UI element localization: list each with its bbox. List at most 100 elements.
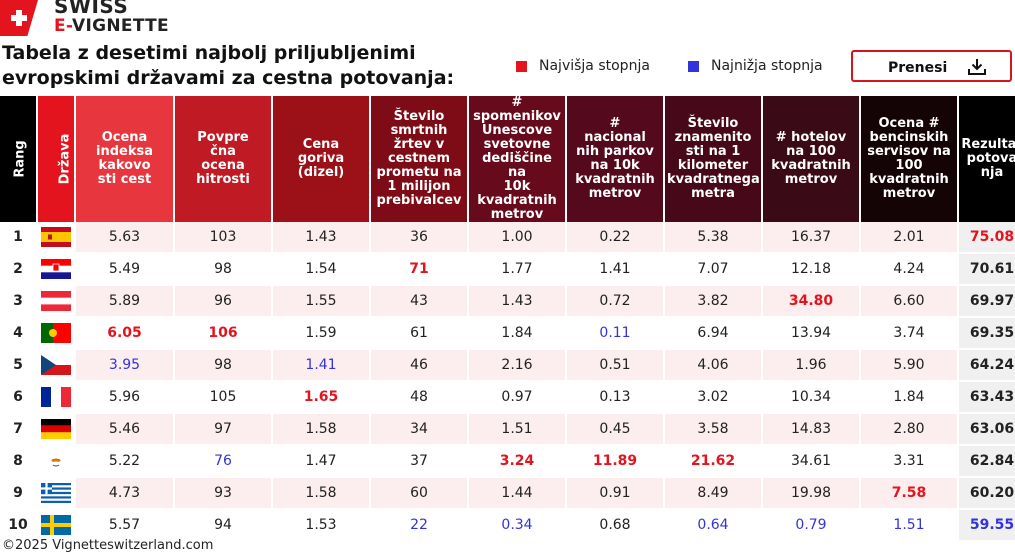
- column-header-line: kvadratnih: [869, 172, 949, 187]
- rank-cell: 8: [0, 446, 36, 478]
- value-text: 98: [214, 357, 232, 373]
- value-cell: 2.16: [469, 350, 565, 382]
- country-flag-cell: [38, 510, 74, 542]
- value-text: 0.13: [599, 389, 631, 405]
- value-cell: 1.58: [273, 414, 369, 446]
- value-cell: 3.02: [665, 382, 761, 414]
- value-cell: 22: [371, 510, 467, 542]
- value-text: 3.74: [893, 325, 925, 341]
- value-cell: 5.49: [76, 254, 173, 286]
- result-text: 70.61: [969, 261, 1015, 277]
- result-text: 63.43: [969, 389, 1015, 405]
- value-text: 6.94: [697, 325, 729, 341]
- value-text: 1.44: [501, 485, 533, 501]
- column-header-label-1: Država: [57, 133, 73, 185]
- value-cell: 12.18: [763, 254, 859, 286]
- column-header-line: metrov: [588, 186, 642, 201]
- result-cell: 62.84: [959, 446, 1015, 478]
- column-header-1: Država: [38, 96, 74, 222]
- column-header-line: kvadratnih: [575, 172, 655, 187]
- column-header-line: metrov: [490, 207, 544, 222]
- column-header-line: #: [609, 116, 621, 131]
- value-cell: 103: [175, 222, 271, 254]
- column-header-line: cestnem: [387, 151, 451, 166]
- value-cell: 5.38: [665, 222, 761, 254]
- value-text: 2.01: [893, 229, 925, 245]
- country-flag-cell: [38, 446, 74, 478]
- value-cell: 3.58: [665, 414, 761, 446]
- france-flag-icon: [41, 387, 71, 407]
- value-text: 13.94: [790, 325, 832, 341]
- value-cell: 10.34: [763, 382, 859, 414]
- legend-lowest-label: Najnižja stopnja: [711, 58, 823, 74]
- table-row: 2 5.49 98 1.54 71 1.77 1.41 7.07 12.18 4.24 70.61: [0, 254, 1015, 286]
- download-button[interactable]: Prenesi: [851, 50, 1012, 82]
- column-header-line: metrov: [882, 186, 936, 201]
- value-text: 5.90: [893, 357, 925, 373]
- value-text: 3.95: [108, 357, 141, 373]
- value-cell: 0.64: [665, 510, 761, 542]
- result-cell: 60.20: [959, 478, 1015, 510]
- result-cell: 69.97: [959, 286, 1015, 318]
- column-header-line: prometu na: [376, 165, 462, 180]
- value-text: 1.00: [501, 229, 533, 245]
- value-cell: 34.80: [763, 286, 859, 318]
- value-cell: 37: [371, 446, 467, 478]
- value-cell: 106: [175, 318, 271, 350]
- value-text: 3.24: [499, 453, 535, 469]
- column-header-line: spomenikov: [473, 109, 561, 124]
- germany-flag-icon: [41, 419, 71, 439]
- value-text: 1.51: [893, 517, 925, 533]
- value-cell: 34.61: [763, 446, 859, 478]
- value-text: 98: [214, 261, 232, 277]
- value-cell: 48: [371, 382, 467, 414]
- column-header-line: indeksa: [96, 144, 153, 159]
- site-logo[interactable]: SWISS E-VIGNETTE: [0, 0, 175, 38]
- column-header-line: na 10k: [590, 158, 640, 173]
- rank-cell: 9: [0, 478, 36, 510]
- value-cell: 1.51: [469, 414, 565, 446]
- result-text: 69.97: [969, 293, 1015, 309]
- value-cell: 1.55: [273, 286, 369, 318]
- column-header-line: čna: [210, 144, 236, 159]
- value-text: 0.68: [599, 517, 631, 533]
- value-text: 10.34: [790, 389, 832, 405]
- value-cell: 94: [175, 510, 271, 542]
- value-cell: 98: [175, 350, 271, 382]
- column-header-line: Cena: [302, 137, 340, 152]
- portugal-flag-icon: [41, 323, 71, 343]
- column-header-line: Število: [393, 109, 445, 124]
- rank-cell: 6: [0, 382, 36, 414]
- value-cell: 5.90: [861, 350, 957, 382]
- rank-cell: 1: [0, 222, 36, 254]
- column-header-line: potova: [966, 151, 1015, 166]
- value-text: 5.63: [108, 229, 141, 245]
- value-cell: 21.62: [665, 446, 761, 478]
- column-header-line: nih parkov: [576, 144, 654, 159]
- result-text: 60.20: [969, 485, 1015, 501]
- column-header-6: # spomenikov Unescove svetovne dediščine na 1…: [469, 96, 565, 222]
- rank-cell: 5: [0, 350, 36, 382]
- column-header-line: (dizel): [297, 165, 345, 180]
- column-header-line: Unescove: [481, 123, 553, 138]
- column-header-line: 1 milijon: [387, 179, 451, 194]
- value-text: 93: [214, 485, 232, 501]
- value-text: 34.80: [788, 293, 834, 309]
- value-cell: 5.63: [76, 222, 173, 254]
- country-flag-cell: [38, 350, 74, 382]
- column-header-line: nja: [980, 165, 1004, 180]
- column-header-line: žrtev v: [393, 137, 445, 152]
- cyprus-flag-icon: [41, 451, 71, 471]
- value-text: 5.49: [108, 261, 141, 277]
- value-cell: 0.72: [567, 286, 663, 318]
- column-header-line: nacional: [584, 130, 646, 145]
- value-cell: 1.58: [273, 478, 369, 510]
- column-header-2: Ocena indeksa kakovo sti cest: [76, 96, 173, 222]
- column-header-line: # hotelov: [775, 130, 847, 145]
- value-cell: 2.80: [861, 414, 957, 446]
- value-text: 4.24: [893, 261, 925, 277]
- value-text: 5.96: [108, 389, 141, 405]
- column-header-line: Ocena: [101, 130, 148, 145]
- value-cell: 0.13: [567, 382, 663, 414]
- column-header-line: Število: [687, 116, 739, 131]
